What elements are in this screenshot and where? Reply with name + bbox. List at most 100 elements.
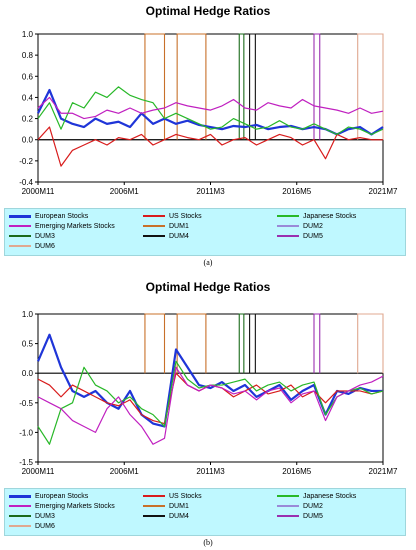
legend-item-emerging-markets-stocks: Emerging Markets Stocks	[9, 502, 115, 511]
legend-item-emerging-markets-stocks: Emerging Markets Stocks	[9, 222, 115, 231]
legend-b: European Stocks US Stocks Japanese Stocks E…	[4, 488, 406, 536]
legend-swatch	[9, 505, 31, 508]
legend-item-dum1: DUM1	[143, 502, 189, 511]
legend-item-dum3: DUM3	[9, 232, 55, 241]
legend-item-dum5: DUM5	[277, 512, 323, 521]
legend-label: US Stocks	[169, 213, 202, 220]
y-tick-label: 0.0	[22, 369, 34, 378]
dummy-series-dum6	[357, 313, 384, 374]
series-line-european-stocks	[37, 88, 384, 136]
dummy-series-dum4	[249, 33, 256, 140]
legend-label: DUM5	[303, 513, 323, 520]
x-tick-label: 2006M1	[110, 187, 139, 196]
legend-swatch	[143, 225, 165, 228]
dummy-series-dum1	[176, 313, 207, 374]
legend-item-dum5: DUM5	[277, 232, 323, 241]
dummy-series-dum1	[176, 33, 207, 140]
legend-item-dum6: DUM6	[9, 522, 55, 531]
dummy-series-dum3	[238, 33, 245, 140]
x-tick-label: 2006M1	[110, 467, 139, 476]
series-line-us-stocks	[37, 372, 384, 425]
legend-label: Emerging Markets Stocks	[35, 503, 115, 510]
legend-label: DUM6	[35, 243, 55, 250]
legend-swatch	[9, 525, 31, 528]
legend-label: DUM1	[169, 503, 189, 510]
x-tick-label: 2000M11	[22, 467, 55, 476]
legend-swatch	[143, 515, 165, 518]
legend-swatch	[9, 225, 31, 228]
y-tick-label: 0.4	[22, 93, 34, 102]
y-tick-label: -1.5	[19, 458, 33, 467]
legend-label: DUM4	[169, 233, 189, 240]
legend-label: European Stocks	[35, 213, 89, 220]
x-tick-label: 2016M5	[282, 467, 311, 476]
legend-swatch	[9, 245, 31, 248]
y-tick-label: -0.4	[19, 178, 33, 187]
x-tick-label: 2021M7	[369, 187, 398, 196]
chart-title: Optimal Hedge Ratios	[145, 4, 271, 18]
legend-item-dum4: DUM4	[143, 232, 189, 241]
legend-label: DUM6	[35, 523, 55, 530]
series-line-emerging-markets-stocks	[37, 96, 384, 120]
y-tick-label: 0.8	[22, 51, 34, 60]
legend-label: Japanese Stocks	[303, 493, 357, 500]
y-tick-label: 0.2	[22, 115, 34, 124]
legend-label: DUM3	[35, 233, 55, 240]
panel-caption-a: (a)	[203, 258, 213, 267]
dummy-series-dum5	[313, 33, 321, 140]
dummy-series-dum1	[144, 33, 166, 140]
chart-title: Optimal Hedge Ratios	[145, 280, 271, 294]
legend-swatch	[9, 214, 31, 218]
legend-item-japanese-stocks: Japanese Stocks	[277, 492, 356, 501]
series-line-japanese-stocks	[37, 86, 384, 136]
y-tick-label: -1.0	[19, 428, 33, 437]
x-tick-label: 2000M11	[22, 187, 55, 196]
legend-label: US Stocks	[169, 493, 202, 500]
legend-swatch	[143, 495, 165, 498]
legend-label: DUM3	[35, 513, 55, 520]
y-tick-label: -0.5	[19, 399, 33, 408]
legend-item-us-stocks: US Stocks	[143, 492, 202, 501]
y-tick-label: 1.0	[22, 310, 34, 319]
legend-swatch	[9, 515, 31, 518]
legend-swatch	[143, 215, 165, 218]
legend-swatch	[9, 235, 31, 238]
legend-label: DUM2	[303, 223, 323, 230]
y-tick-label: -0.2	[19, 157, 33, 166]
legend-swatch	[277, 515, 299, 518]
legend-label: DUM1	[169, 223, 189, 230]
y-tick-label: 0.5	[22, 340, 34, 349]
x-tick-label: 2021M7	[369, 467, 398, 476]
legend-swatch	[143, 235, 165, 238]
legend-swatch	[143, 505, 165, 508]
chart-panel-a: Optimal Hedge Ratios 1.0 0.8 0.6 0.4 0.2 0.0 -…	[4, 4, 406, 267]
legend-item-dum3: DUM3	[9, 512, 55, 521]
chart-panel-b: Optimal Hedge Ratios 1.0 0.5 0.0 -0.5 -1.0 -1…	[0, 276, 416, 550]
legend-item-dum2: DUM2	[277, 502, 323, 511]
dummy-series-dum3	[238, 313, 245, 374]
legend-item-european-stocks: European Stocks	[9, 492, 88, 501]
legend-item-dum2: DUM2	[277, 222, 323, 231]
legend-item-dum1: DUM1	[143, 222, 189, 231]
dummy-series-dum4	[249, 313, 256, 374]
plot-frame	[37, 33, 384, 183]
legend-label: Emerging Markets Stocks	[35, 223, 115, 230]
legend-item-dum6: DUM6	[9, 242, 55, 251]
dummy-series-dum5	[313, 313, 321, 374]
legend-swatch	[277, 235, 299, 238]
y-tick-label: 0.6	[22, 72, 34, 81]
y-tick-label: 1.0	[22, 30, 34, 39]
series-line-emerging-markets-stocks	[37, 366, 384, 445]
legend-swatch	[277, 495, 299, 498]
series-line-us-stocks	[37, 126, 383, 167]
legend-label: DUM4	[169, 513, 189, 520]
legend-swatch	[277, 215, 299, 218]
legend-swatch	[277, 225, 299, 228]
dummy-series-dum1	[144, 313, 166, 374]
legend-a: European Stocks US Stocks Japanese Stocks E…	[4, 208, 406, 256]
series-line-european-stocks	[36, 333, 383, 428]
legend-swatch	[9, 494, 31, 498]
legend-label: DUM2	[303, 503, 323, 510]
